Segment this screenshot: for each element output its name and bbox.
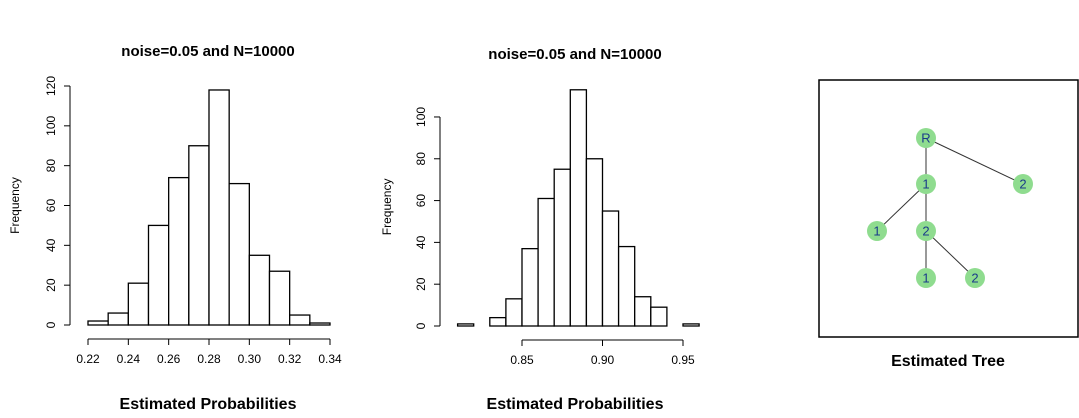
tree-edges [876,137,1024,279]
edge [925,230,976,279]
bar [489,316,507,327]
tree-node: 2 [1013,174,1033,194]
x-tick-label: 0.22 [76,352,100,366]
tree-node: R [916,128,936,148]
y-tick-label: 100 [44,116,58,136]
tree-node: 2 [965,268,985,288]
y-tick-label: 20 [44,278,58,292]
x-tick-label: 0.26 [157,352,181,366]
tree-node: 2 [916,221,936,241]
bar [147,224,170,326]
x-tick-label: 0.95 [671,353,695,367]
bar [634,296,652,327]
y-axis-label: Frequency [380,178,394,235]
bar [553,168,571,327]
bar [505,298,523,327]
tree-node: 1 [916,268,936,288]
x-axis-label: Estimated Probabilities [487,396,664,413]
y-tick-label: 100 [414,107,428,127]
y-tick-label: 20 [414,277,428,291]
bar [585,158,604,327]
y-tick-label: 0 [44,321,58,328]
bar [228,182,250,326]
x-tick-label: 0.34 [318,352,342,366]
x-tick-label: 0.90 [591,353,615,367]
x-tick-label: 0.85 [510,353,534,367]
bar [650,306,668,327]
node-circle [916,128,936,148]
bar [537,197,555,327]
node-circle [916,221,936,241]
y-tick-label: 80 [414,152,428,166]
tree-frame [818,79,1079,338]
edge [876,183,927,232]
node-circle [916,268,936,288]
tree-node: 1 [916,174,936,194]
node-label: 2 [922,223,929,238]
node-label: 2 [971,270,978,285]
node-circle [1013,174,1033,194]
bar [168,176,190,326]
x-tick-label: 0.32 [278,352,302,366]
bar [107,312,129,326]
bar [456,323,475,327]
bar [188,145,210,326]
node-label: 2 [1019,176,1026,191]
node-label: 1 [873,223,880,238]
tree-node: 1 [867,221,887,241]
chart-title: noise=0.05 and N=10000 [121,43,294,60]
y-axis-label: Frequency [8,177,22,234]
bar [87,320,109,326]
y-tick-label: 60 [414,194,428,208]
tree-panel: Estimated Tree [818,79,1079,370]
x-tick-label: 0.28 [197,352,221,366]
y-tick-label: 80 [44,159,58,173]
bar [682,323,700,327]
histogram: noise=0.05 and N=10000 Estimated Probabil… [8,43,342,413]
node-circle [867,221,887,241]
edge [925,137,1024,185]
x-tick-label: 0.30 [238,352,262,366]
x-axis-label: Estimated Probabilities [120,396,297,413]
bar [309,322,331,326]
node-circle [916,174,936,194]
tree-caption: Estimated Tree [891,353,1005,370]
bar [601,210,620,327]
node-circle [965,268,985,288]
bar [248,254,271,326]
y-tick-label: 40 [414,235,428,249]
y-tick-label: 0 [414,322,428,329]
y-tick-label: 120 [44,76,58,96]
bar [289,314,311,326]
node-label: 1 [922,270,929,285]
histogram: noise=0.05 and N=10000 Estimated Probabil… [380,46,700,413]
bar [569,89,588,327]
bar [268,270,291,326]
chart-title: noise=0.05 and N=10000 [488,46,661,63]
bar [521,248,539,327]
x-tick-label: 0.24 [117,352,141,366]
bar [617,245,636,327]
bar [127,282,150,326]
node-label: R [921,130,930,145]
y-tick-label: 60 [44,199,58,213]
node-label: 1 [922,176,929,191]
y-tick-label: 40 [44,238,58,252]
bar [208,89,230,326]
